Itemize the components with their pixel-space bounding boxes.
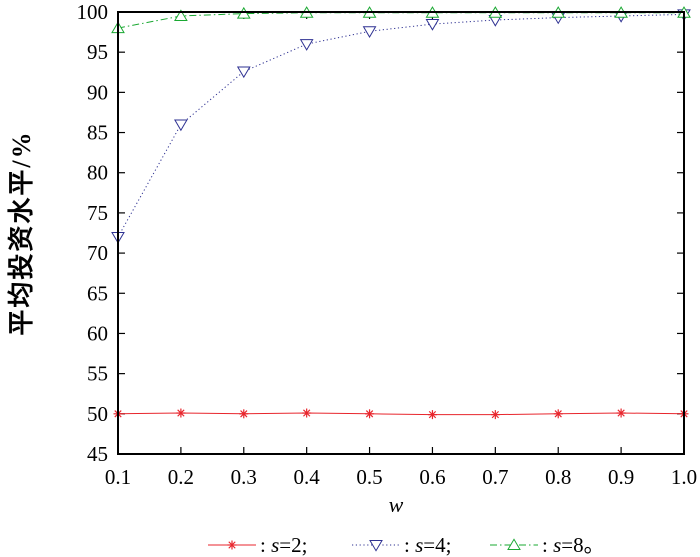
legend-value: =8。 [561,533,604,557]
legend-marker [227,540,237,550]
x-tick-label: 0.9 [608,465,634,489]
y-axis-title: 平均投资水平/% [7,130,36,335]
data-point [425,19,440,31]
series-s=4 [111,9,691,244]
legend: : s=2;: s=4;: s=8。 [208,533,605,557]
legend-label: : s=8。 [542,533,605,557]
y-tick-label: 90 [87,80,108,104]
x-tick-label: 0.1 [105,465,131,489]
y-tick-label: 100 [77,0,109,24]
x-tick-label: 0.5 [356,465,382,489]
data-point [176,408,186,418]
y-tick-label: 80 [87,161,108,185]
data-point [302,408,312,418]
data-point [616,408,626,418]
legend-variable: s [415,533,423,557]
series-layer [111,6,691,420]
series-line [117,412,685,416]
data-point [299,39,314,51]
x-tick-label: 0.3 [231,465,257,489]
x-tick-label: 0.7 [482,465,508,489]
legend-value: =4; [423,533,451,557]
legend-variable: s [271,533,279,557]
y-tick-label: 60 [87,321,108,345]
data-point [490,410,500,420]
plot-frame [117,11,685,455]
data-point [174,119,188,132]
legend-label: : s=4; [404,533,451,557]
legend-item: : s=4; [352,533,451,557]
data-point [236,6,251,19]
data-point [174,9,188,22]
series-line [117,13,685,238]
data-point [365,409,375,419]
legend-label: : s=2; [260,533,307,557]
data-point [236,66,251,79]
data-point [362,26,377,38]
legend-item: : s=2; [208,533,307,557]
y-tick-label: 75 [87,201,108,225]
y-tick-label: 55 [87,362,108,386]
y-tick-label: 45 [87,442,108,466]
legend-marker [507,538,521,550]
x-tick-label: 0.2 [168,465,194,489]
data-point [427,410,437,420]
y-tick-label: 70 [87,241,108,265]
x-tick-label: 0.8 [545,465,571,489]
y-tick-label: 50 [87,402,108,426]
x-axis-title: w [389,492,404,517]
y-axis-ticks: 45 50 55 60 65 70 75 80 85 90 95 100 [77,0,684,466]
legend-prefix: : [404,533,415,557]
x-tick-label: 0.6 [419,465,445,489]
series-line [117,12,684,29]
series-s=8 [111,6,691,34]
x-axis-ticks: 0.1 0.2 0.3 0.4 0.5 0.6 0.7 0.8 0.9 1.0 [105,12,697,489]
legend-value: =2; [279,533,307,557]
legend-prefix: : [542,533,553,557]
y-tick-label: 95 [87,40,108,64]
x-tick-label: 0.4 [294,465,321,489]
legend-prefix: : [260,533,271,557]
data-point [239,409,249,419]
legend-marker [369,540,383,552]
legend-variable: s [553,533,561,557]
x-tick-label: 1.0 [671,465,697,489]
data-point [553,409,563,419]
series-s=2 [113,408,689,420]
y-tick-label: 65 [87,281,108,305]
y-tick-label: 85 [87,121,108,145]
legend-item: : s=8。 [490,533,605,557]
